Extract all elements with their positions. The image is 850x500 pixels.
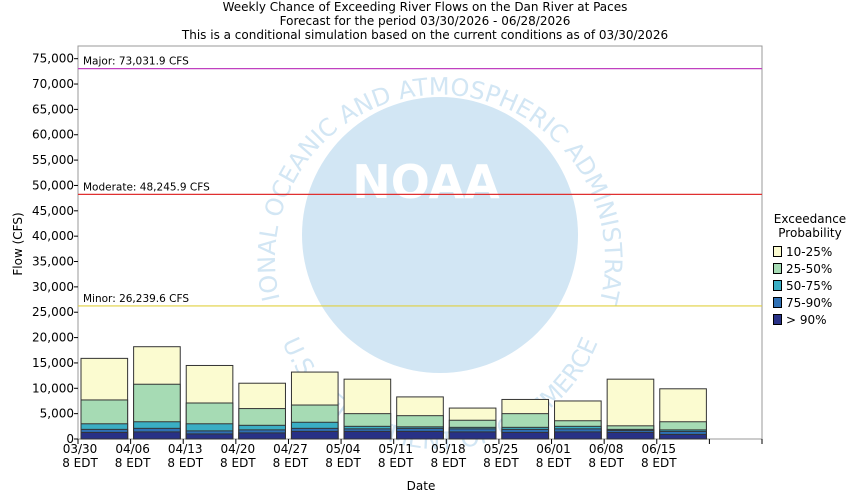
legend-title-line-1: Exceedance <box>773 212 847 226</box>
legend-item-25-50: 25-50% <box>770 260 850 277</box>
legend-label-25-50: 25-50% <box>786 261 833 276</box>
legend-label-10-25: 10-25% <box>786 244 833 259</box>
major-threshold-label: Major: 73,031.9 CFS <box>83 56 189 68</box>
title-line-2: Forecast for the period 03/30/2026 - 06/… <box>279 14 571 28</box>
y-tick-label: 25,000 <box>32 305 74 319</box>
x-tick-label-date: 04/13 <box>168 442 203 456</box>
y-tick-label: 75,000 <box>32 52 74 66</box>
y-tick-label: 50,000 <box>32 178 74 192</box>
y-axis-label: Flow (CFS) <box>11 212 25 275</box>
x-tick-label-time: 8 EDT <box>325 456 361 470</box>
legend-title: Exceedance Probability <box>770 212 850 240</box>
y-tick-label: 5,000 <box>40 407 74 421</box>
bar-90 <box>448 431 497 440</box>
x-tick-label-time: 8 EDT <box>588 456 624 470</box>
y-tick-label: 65,000 <box>32 102 74 116</box>
y-tick-label: 20,000 <box>32 331 74 345</box>
x-tick-label-date: 05/11 <box>378 442 413 456</box>
y-tick-label: 30,000 <box>32 280 74 294</box>
x-tick-label-date: 04/27 <box>273 442 308 456</box>
legend-swatch-75-90 <box>773 297 782 308</box>
legend-label-75-90: 75-90% <box>786 295 833 310</box>
y-tick-label: 35,000 <box>32 255 74 269</box>
bar-90 <box>238 432 286 440</box>
legend-item-gt-90: > 90% <box>770 311 850 328</box>
y-tick-label: 40,000 <box>32 229 74 243</box>
x-tick-label-date: 06/15 <box>641 442 676 456</box>
x-tick-label-time: 8 EDT <box>167 456 203 470</box>
x-tick-label-date: 05/04 <box>326 442 361 456</box>
x-tick-label-time: 8 EDT <box>115 456 151 470</box>
y-tick-label: 45,000 <box>32 204 74 218</box>
x-tick-label-time: 8 EDT <box>536 456 572 470</box>
title-line-1: Weekly Chance of Exceeding River Flows o… <box>222 0 628 14</box>
y-tick-label: 10,000 <box>32 381 74 395</box>
y-tick-label: 55,000 <box>32 153 74 167</box>
x-tick-label-date: 05/18 <box>431 442 466 456</box>
y-tick-label: 60,000 <box>32 128 74 142</box>
chart-title: Weekly Chance of Exceeding River Flows o… <box>0 0 850 42</box>
x-tick-label-time: 8 EDT <box>220 456 256 470</box>
noaa-logo-text: NOAA <box>352 155 500 209</box>
minor-threshold-label: Minor: 26,239.6 CFS <box>83 293 189 305</box>
x-tick-label-time: 8 EDT <box>378 456 414 470</box>
moderate-threshold-label: Moderate: 48,245.9 CFS <box>83 181 210 193</box>
bar-90 <box>554 431 602 440</box>
x-tick-label-date: 05/25 <box>484 442 519 456</box>
bar-90 <box>659 433 707 440</box>
x-tick-label-date: 04/20 <box>221 442 256 456</box>
noaa-logo-circle <box>302 97 578 373</box>
bar-90 <box>133 431 181 440</box>
x-tick-label-date: 04/06 <box>115 442 150 456</box>
x-tick-label-date: 06/08 <box>589 442 624 456</box>
x-tick-label-time: 8 EDT <box>641 456 677 470</box>
x-tick-label-date: 06/01 <box>536 442 571 456</box>
legend-swatch-gt-90 <box>773 314 782 325</box>
y-tick-label: 15,000 <box>32 356 74 370</box>
legend-label-gt-90: > 90% <box>786 312 827 327</box>
y-tick-label: 70,000 <box>32 77 74 91</box>
x-tick-label-time: 8 EDT <box>483 456 519 470</box>
legend-item-75-90: 75-90% <box>770 294 850 311</box>
bar-90 <box>290 430 339 440</box>
bar-90 <box>606 431 655 440</box>
legend-item-10-25: 10-25% <box>770 243 850 260</box>
legend-swatch-10-25 <box>773 246 782 257</box>
legend: Exceedance Probability 10-25% 25-50% 50-… <box>770 212 850 328</box>
legend-item-50-75: 50-75% <box>770 277 850 294</box>
bar-90 <box>343 430 392 440</box>
title-line-3: This is a conditional simulation based o… <box>181 28 669 42</box>
x-tick-label-date: 03/30 <box>63 442 98 456</box>
legend-swatch-25-50 <box>773 263 782 274</box>
legend-swatch-50-75 <box>773 280 782 291</box>
x-tick-label-time: 8 EDT <box>62 456 98 470</box>
legend-title-line-2: Probability <box>778 226 842 240</box>
bar-90 <box>80 431 129 440</box>
y-tick-label: 0 <box>66 432 74 446</box>
legend-label-50-75: 50-75% <box>786 278 833 293</box>
x-tick-label-time: 8 EDT <box>431 456 467 470</box>
x-axis-label: Date <box>407 479 436 493</box>
x-tick-label-time: 8 EDT <box>273 456 309 470</box>
bar-90 <box>501 431 550 440</box>
bar-90 <box>185 433 234 440</box>
bar-90 <box>396 430 444 440</box>
